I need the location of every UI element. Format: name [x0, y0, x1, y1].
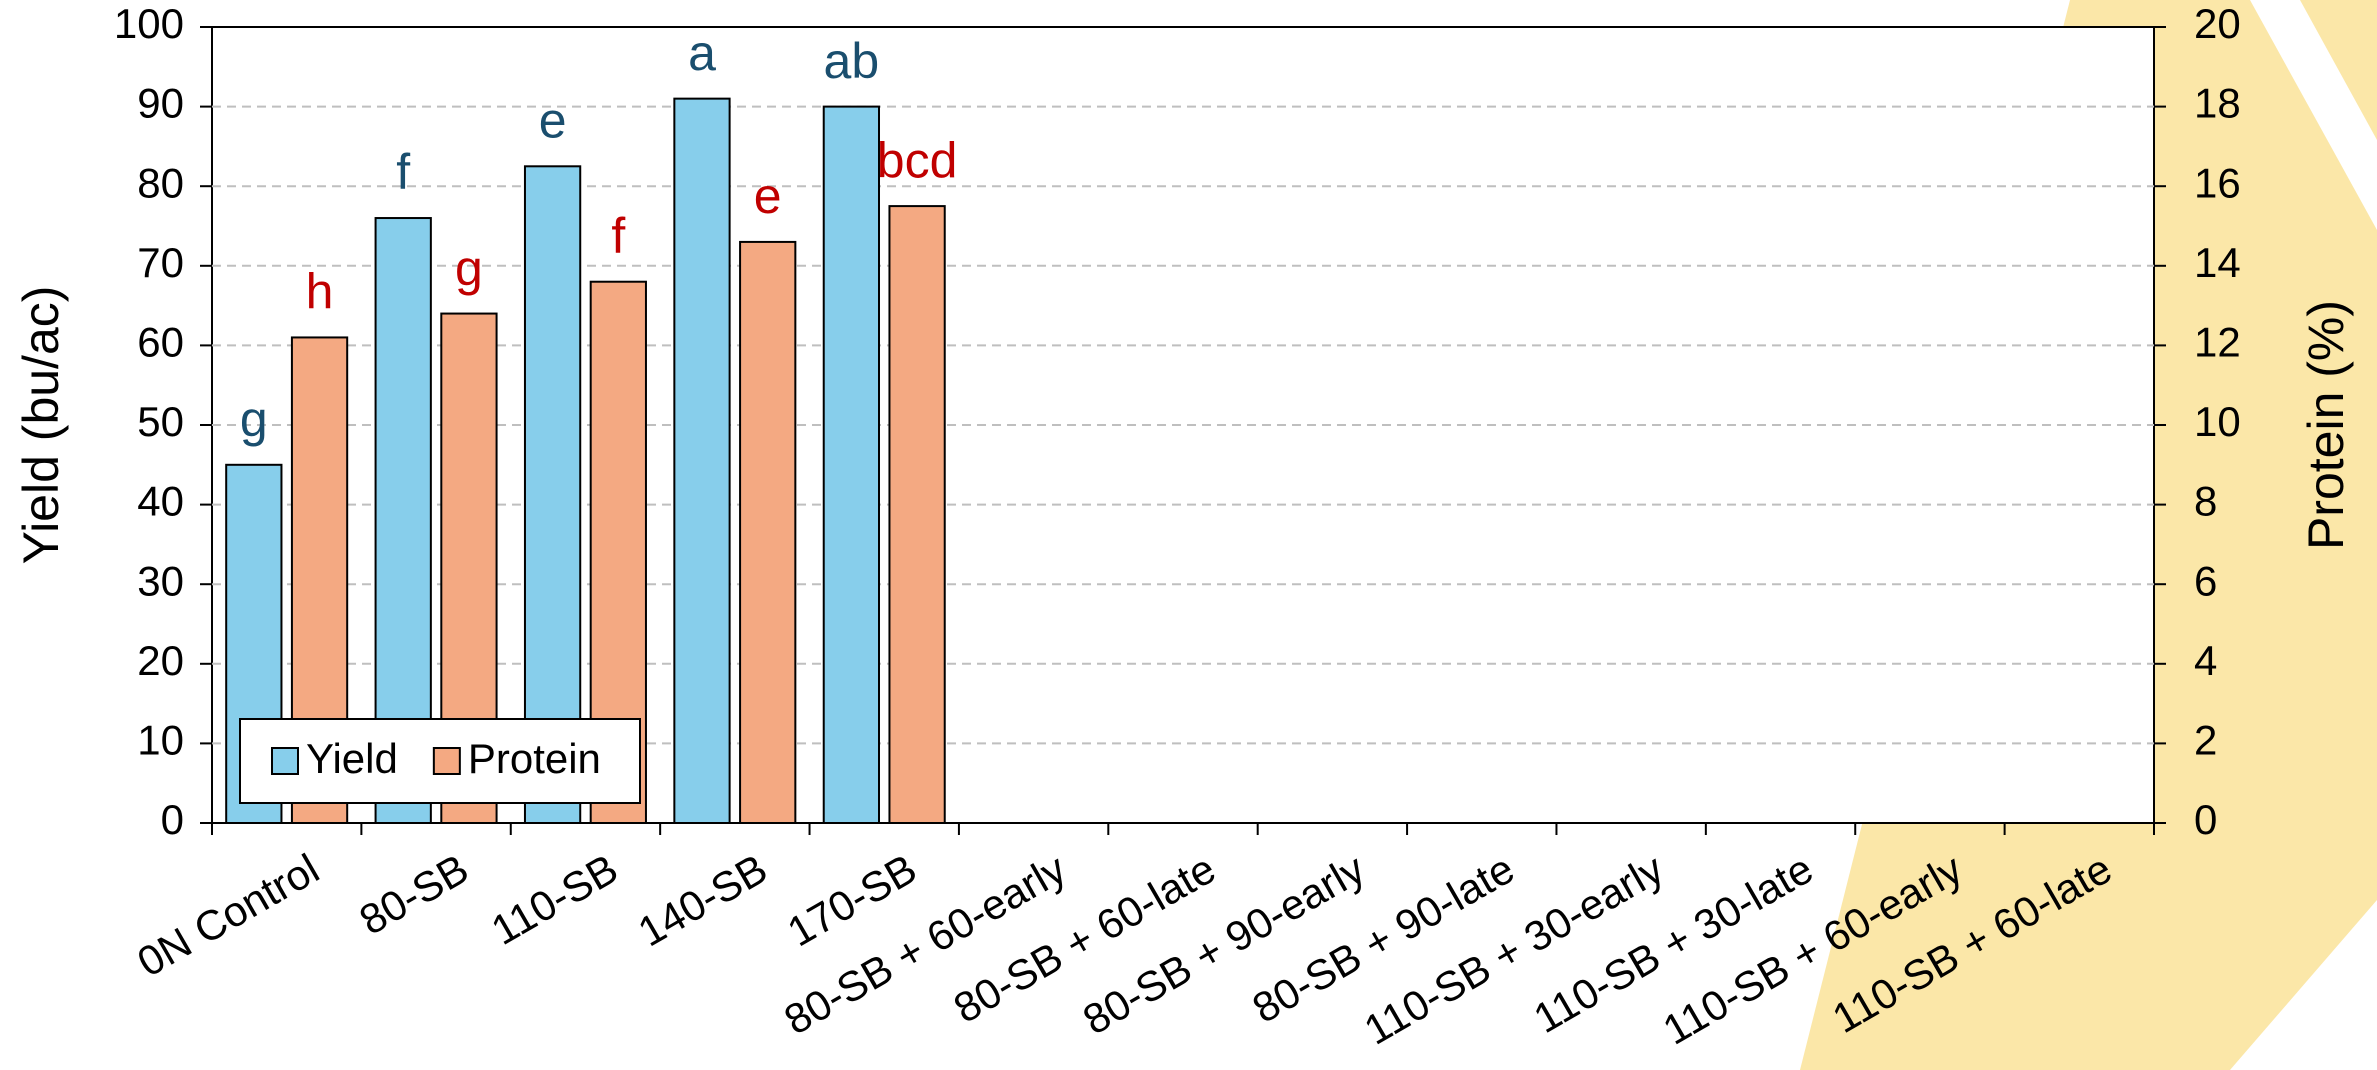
- significance-letter: bcd: [877, 132, 958, 188]
- significance-letter: ab: [824, 33, 880, 89]
- x-tick-label: 110-SB: [483, 845, 625, 954]
- y-tick-label: 90: [137, 80, 184, 127]
- y2-tick-label: 2: [2194, 716, 2217, 763]
- y-axis-label: Yield (bu/ac): [13, 286, 69, 565]
- significance-letter: f: [396, 144, 410, 200]
- significance-letter: e: [754, 168, 782, 224]
- x-tick-label: 140-SB: [630, 845, 775, 956]
- legend-label: Protein: [468, 735, 601, 782]
- y2-tick-label: 16: [2194, 159, 2241, 206]
- y-tick-label: 80: [137, 159, 184, 206]
- y2-tick-label: 18: [2194, 80, 2241, 127]
- significance-letter: e: [539, 93, 567, 149]
- significance-letter: h: [306, 264, 334, 320]
- y2-tick-label: 4: [2194, 637, 2217, 684]
- y-tick-label: 20: [137, 637, 184, 684]
- y-tick-label: 30: [137, 557, 184, 604]
- y-tick-label: 50: [137, 398, 184, 445]
- y-tick-label: 100: [114, 0, 184, 47]
- y-tick-label: 60: [137, 318, 184, 365]
- y2-tick-label: 10: [2194, 398, 2241, 445]
- legend: Yield Protein: [239, 718, 641, 804]
- y-tick-label: 10: [137, 716, 184, 763]
- bar: [739, 240, 797, 825]
- bar: [523, 165, 582, 825]
- bar: [822, 105, 881, 825]
- significance-letter: g: [455, 240, 483, 296]
- legend-label: Yield: [306, 735, 398, 782]
- y2-tick-label: 14: [2194, 239, 2241, 286]
- significance-letter: g: [240, 391, 268, 447]
- y2-tick-label: 8: [2194, 478, 2217, 525]
- y2-tick-label: 20: [2194, 0, 2241, 47]
- legend-swatch: [271, 747, 299, 775]
- y-tick-label: 40: [137, 478, 184, 525]
- y2-tick-label: 6: [2194, 557, 2217, 604]
- y2-tick-label: 12: [2194, 318, 2241, 365]
- significance-letter: a: [688, 25, 716, 81]
- y2-axis-label: Protein (%): [2298, 300, 2354, 550]
- bar: [673, 97, 731, 824]
- x-tick-label: 0N Control: [129, 845, 326, 986]
- legend-swatch: [432, 747, 461, 775]
- significance-letter: f: [611, 208, 625, 264]
- x-tick-label: 80-SB: [352, 845, 477, 944]
- bar: [888, 205, 946, 825]
- y-tick-label: 0: [161, 796, 184, 843]
- y-tick-label: 70: [137, 239, 184, 286]
- y2-tick-label: 0: [2194, 796, 2217, 843]
